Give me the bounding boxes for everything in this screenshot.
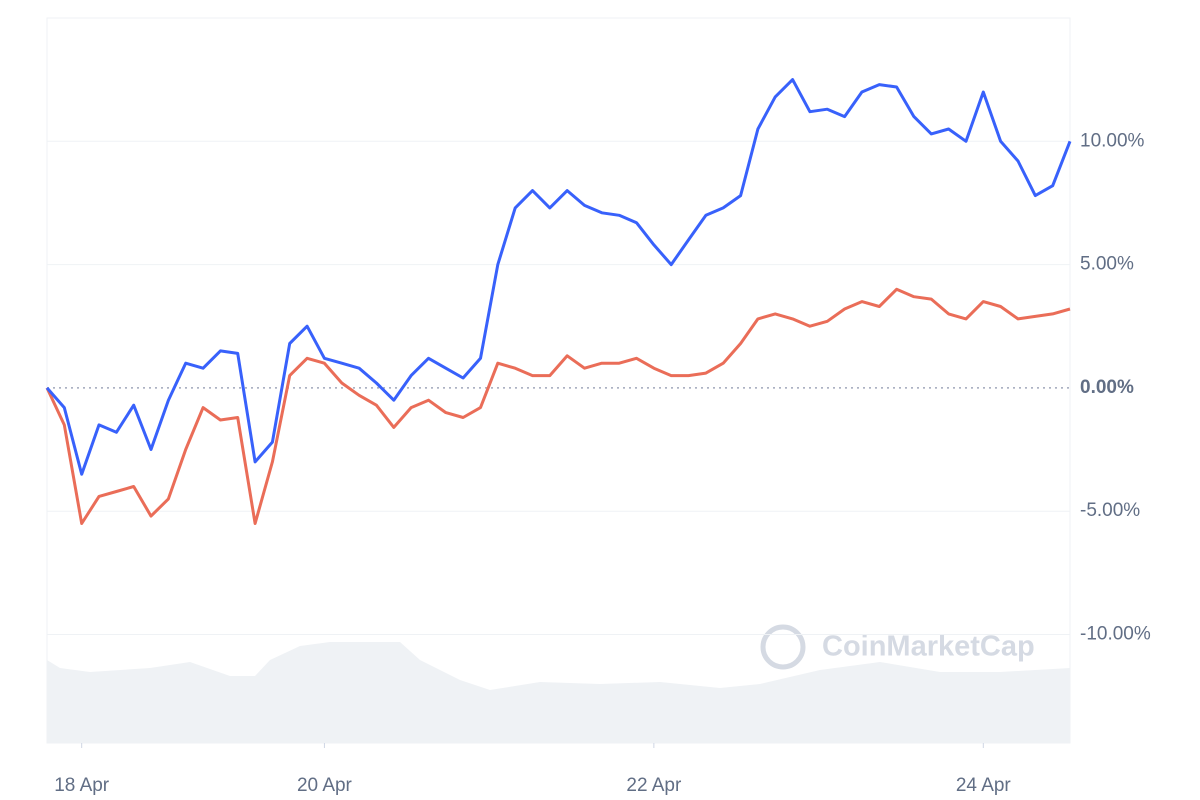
watermark: CoinMarketCap — [760, 624, 1035, 670]
x-tick-label: 24 Apr — [956, 775, 1012, 796]
x-tick-label: 18 Apr — [54, 775, 110, 796]
series-line — [45, 287, 1071, 525]
y-tick-label: -5.00% — [1080, 500, 1140, 521]
y-tick-label: 10.00% — [1080, 130, 1145, 151]
y-tick-label: 0.00% — [1080, 377, 1134, 398]
x-tick-label: 20 Apr — [297, 775, 353, 796]
x-tick-label: 22 Apr — [626, 775, 682, 796]
watermark-text: CoinMarketCap — [822, 631, 1035, 663]
y-tick-label: -10.00% — [1080, 624, 1151, 645]
watermark-logo — [760, 624, 806, 670]
volume-area — [47, 642, 1070, 743]
y-tick-label: 5.00% — [1080, 254, 1134, 275]
series-line — [45, 78, 1072, 476]
